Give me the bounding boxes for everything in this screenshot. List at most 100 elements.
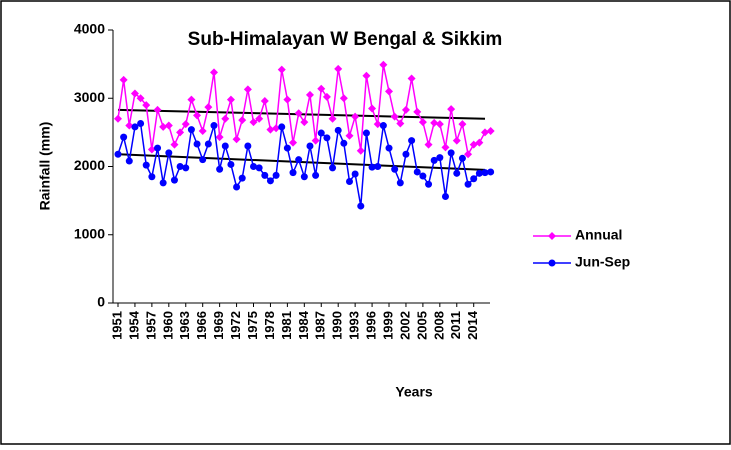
x-tick-label: 1963	[177, 311, 192, 340]
point	[266, 177, 274, 185]
legend-label: Jun-Sep	[575, 254, 630, 270]
y-tick-label: 2000	[74, 157, 105, 173]
legend-label: Annual	[575, 227, 622, 243]
point	[125, 157, 133, 165]
point	[289, 169, 297, 177]
point	[153, 105, 162, 114]
point	[356, 146, 365, 155]
point	[283, 144, 291, 152]
point	[193, 111, 202, 120]
point	[266, 125, 275, 134]
point	[198, 127, 207, 136]
point	[131, 123, 139, 131]
x-tick-label: 1990	[330, 311, 345, 340]
x-tick-label: 2008	[431, 311, 446, 340]
point	[464, 150, 473, 159]
x-tick-label: 1960	[160, 311, 175, 340]
point	[385, 87, 394, 96]
point	[114, 150, 122, 158]
point	[226, 95, 235, 104]
point	[317, 84, 326, 93]
point	[390, 112, 399, 121]
point	[305, 90, 314, 99]
point	[204, 103, 213, 112]
point	[209, 68, 218, 77]
point	[261, 171, 269, 179]
point	[238, 174, 246, 182]
x-tick-label: 1996	[364, 311, 379, 340]
point	[300, 173, 308, 181]
point	[170, 176, 178, 184]
point	[295, 156, 303, 164]
point	[481, 128, 489, 137]
point	[255, 164, 263, 172]
point	[362, 71, 371, 80]
point	[441, 193, 449, 201]
point	[187, 95, 196, 104]
y-tick-label: 3000	[74, 89, 105, 105]
point	[227, 160, 235, 168]
point	[334, 64, 343, 73]
x-tick-label: 1999	[380, 311, 395, 340]
x-tick-label: 1957	[143, 311, 158, 340]
point	[430, 156, 438, 164]
point	[182, 164, 190, 172]
point	[244, 142, 252, 150]
point	[373, 120, 382, 129]
point	[436, 154, 444, 162]
point	[148, 173, 156, 181]
point	[402, 150, 410, 158]
x-tick-label: 1954	[126, 310, 141, 340]
point	[368, 104, 377, 113]
point	[232, 135, 241, 144]
point	[458, 154, 466, 162]
point	[385, 144, 393, 152]
point	[187, 126, 195, 134]
x-tick-label: 1975	[245, 311, 260, 340]
point	[407, 74, 416, 83]
point	[272, 124, 281, 133]
x-tick-label: 2005	[414, 311, 429, 340]
x-tick-label: 1981	[279, 311, 294, 340]
point	[250, 163, 258, 170]
point	[170, 140, 179, 149]
x-tick-label: 1984	[296, 310, 311, 340]
point	[362, 129, 370, 137]
point	[193, 140, 201, 148]
point	[334, 126, 342, 134]
point	[142, 161, 150, 169]
point	[351, 170, 359, 178]
point	[396, 119, 405, 128]
point	[379, 122, 387, 130]
point	[453, 169, 461, 177]
point	[391, 165, 399, 173]
point	[277, 65, 286, 74]
point	[289, 138, 298, 147]
y-tick-label: 4000	[74, 21, 105, 37]
point	[425, 180, 433, 188]
point	[215, 133, 224, 142]
point	[238, 116, 247, 125]
point	[221, 114, 230, 123]
point	[260, 96, 269, 105]
x-tick-label: 1969	[211, 311, 226, 340]
point	[548, 232, 556, 240]
point	[210, 122, 218, 130]
point	[272, 171, 280, 179]
x-tick-label: 1951	[109, 311, 124, 340]
point	[119, 75, 128, 84]
point	[413, 107, 422, 116]
x-tick-label: 1966	[194, 311, 209, 340]
point	[147, 145, 156, 154]
point	[136, 94, 145, 103]
point	[413, 168, 421, 176]
x-tick-label: 1972	[228, 311, 243, 340]
point	[221, 142, 229, 150]
point	[142, 101, 151, 110]
point	[283, 95, 292, 104]
point	[137, 120, 145, 128]
point	[430, 118, 439, 127]
point	[323, 134, 331, 142]
point	[548, 259, 556, 267]
point	[159, 122, 168, 131]
